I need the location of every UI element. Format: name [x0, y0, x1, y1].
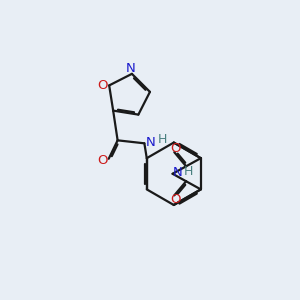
- Text: O: O: [98, 154, 108, 167]
- Text: H: H: [158, 133, 167, 146]
- Text: O: O: [98, 79, 108, 92]
- Text: N: N: [125, 62, 135, 75]
- Text: H: H: [184, 166, 194, 178]
- Text: O: O: [170, 142, 181, 155]
- Text: O: O: [170, 193, 181, 206]
- Text: N: N: [146, 136, 156, 149]
- Text: N: N: [173, 166, 183, 179]
